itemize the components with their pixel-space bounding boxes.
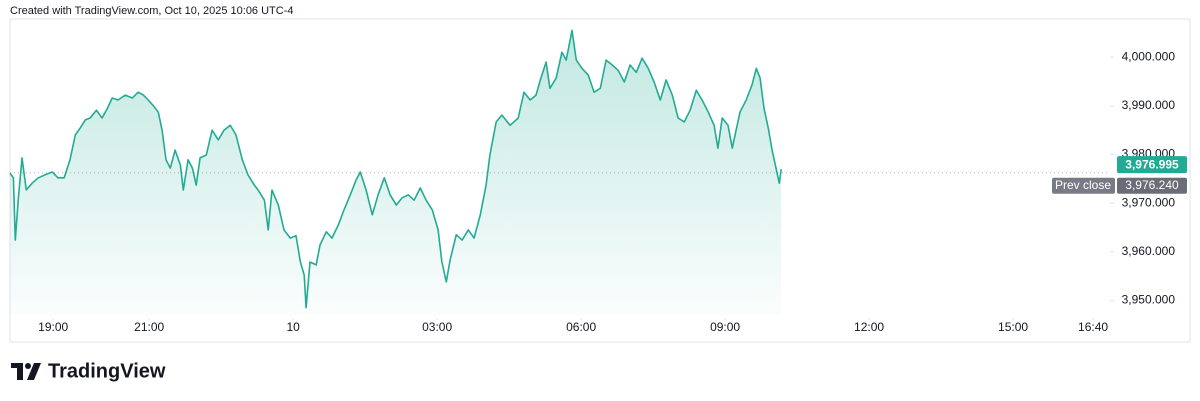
y-tick-label: 3,950.000	[1122, 293, 1176, 307]
price-line	[9, 29, 782, 309]
area-fill	[10, 30, 782, 316]
x-tick-label: 03:00	[422, 320, 452, 334]
logo-icon	[11, 363, 41, 380]
x-tick-label: 21:00	[134, 320, 164, 334]
x-tick-label: 19:00	[38, 320, 68, 334]
x-tick-label: 10	[286, 320, 300, 334]
prev-close-value-box	[1117, 177, 1187, 194]
y-tick-label: 3,960.000	[1122, 244, 1176, 258]
x-tick-label: 09:00	[710, 320, 740, 334]
last-price-box	[1117, 156, 1187, 174]
x-tick-label: 15:00	[998, 320, 1028, 334]
y-tick-label: 4,000.000	[1122, 49, 1176, 63]
logo-text: TradingView	[48, 360, 166, 382]
prev-close-name-box	[1052, 177, 1115, 194]
y-tick-label: 3,990.000	[1122, 98, 1176, 112]
y-tick-label: 3,970.000	[1122, 195, 1176, 209]
header-text: Created with TradingView.com, Oct 10, 20…	[10, 5, 294, 17]
prev-close-value: 3,976.240	[1125, 178, 1179, 192]
prev-close-name: Prev close	[1055, 178, 1111, 192]
x-tick-label: 16:40	[1078, 320, 1108, 334]
x-tick-label: 12:00	[854, 320, 884, 334]
last-price-label: 3,976.995	[1125, 157, 1179, 171]
x-tick-label: 06:00	[566, 320, 596, 334]
